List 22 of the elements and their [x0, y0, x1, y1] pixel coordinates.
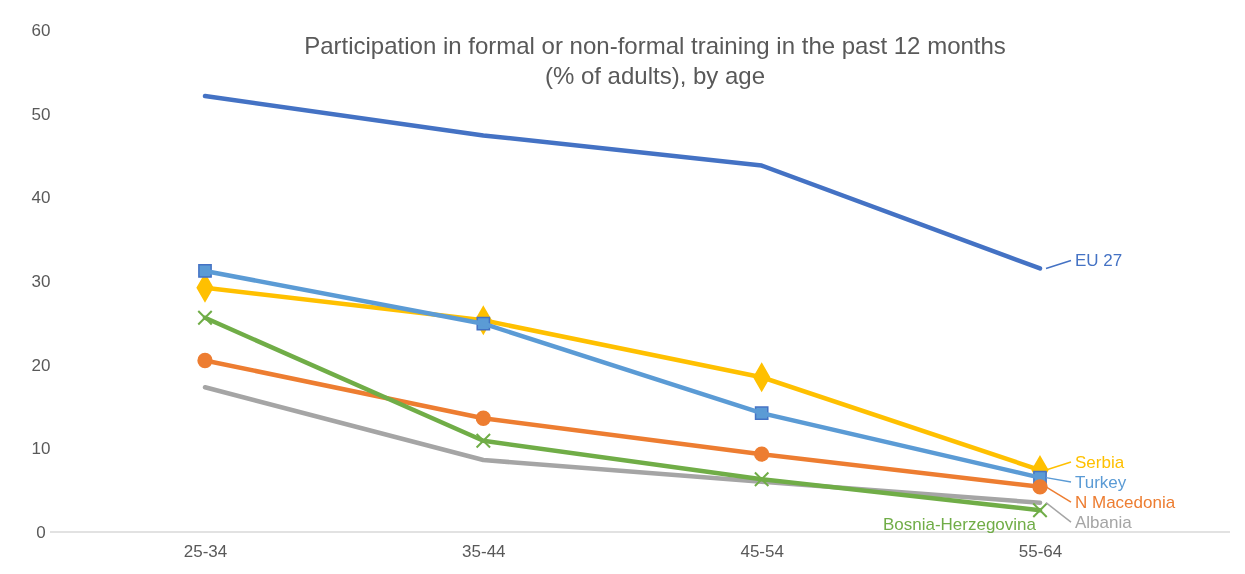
- legend-label: Turkey: [1075, 473, 1127, 493]
- y-tick-label: 10: [31, 439, 51, 459]
- point: [197, 310, 213, 326]
- point: [753, 471, 770, 488]
- series-label: Bosnia-Herzegovina: [882, 515, 1037, 535]
- point: [1032, 502, 1048, 518]
- series-label: EU 27: [1075, 251, 1123, 271]
- text: Participation in formal or non-formal training in the past 12 months (% of adults), by age: [304, 32, 1006, 89]
- text: Albania: [1075, 513, 1133, 533]
- y-tick-label: 50: [31, 104, 51, 124]
- x-tick-label: 55-64: [1018, 542, 1063, 561]
- y-tick-label: 60: [31, 20, 51, 40]
- y-tick-label: 40: [31, 188, 51, 208]
- y-tick-label: 0: [36, 522, 46, 542]
- y-tick-label: 30: [31, 271, 51, 291]
- legend-label: N Macedonia: [1075, 493, 1176, 513]
- x-tick-label: 35-44: [462, 542, 506, 561]
- y-tick-label: 20: [31, 355, 51, 375]
- legend-label: Serbia: [1075, 453, 1125, 473]
- x-tick-label: 25-34: [183, 542, 228, 561]
- x-tick-label: 45-54: [740, 542, 784, 561]
- point: [475, 433, 492, 449]
